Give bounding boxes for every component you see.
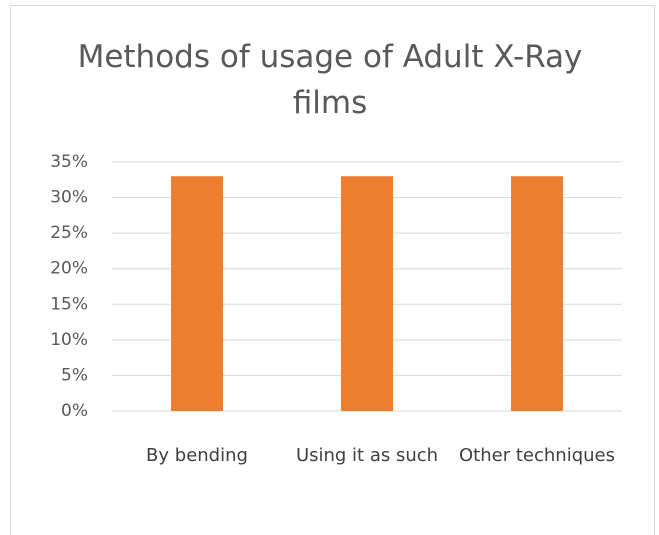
x-tick-label: By bending (146, 445, 248, 466)
y-tick-label: 20% (50, 259, 88, 279)
y-tick-label: 35% (50, 152, 88, 172)
y-tick-label: 15% (50, 294, 88, 314)
y-tick-label: 25% (50, 223, 88, 243)
bar (511, 176, 563, 411)
y-tick-label: 10% (50, 330, 88, 350)
y-tick-label: 0% (61, 401, 88, 421)
x-tick-label: Using it as such (295, 445, 439, 466)
x-tick-label: Other techniques (459, 445, 615, 466)
bar (341, 176, 393, 411)
chart-title: Methods of usage of Adult X-Ray films (77, 39, 583, 121)
bar (171, 176, 223, 411)
y-tick-label: 5% (61, 365, 88, 385)
y-tick-label: 30% (50, 188, 88, 208)
